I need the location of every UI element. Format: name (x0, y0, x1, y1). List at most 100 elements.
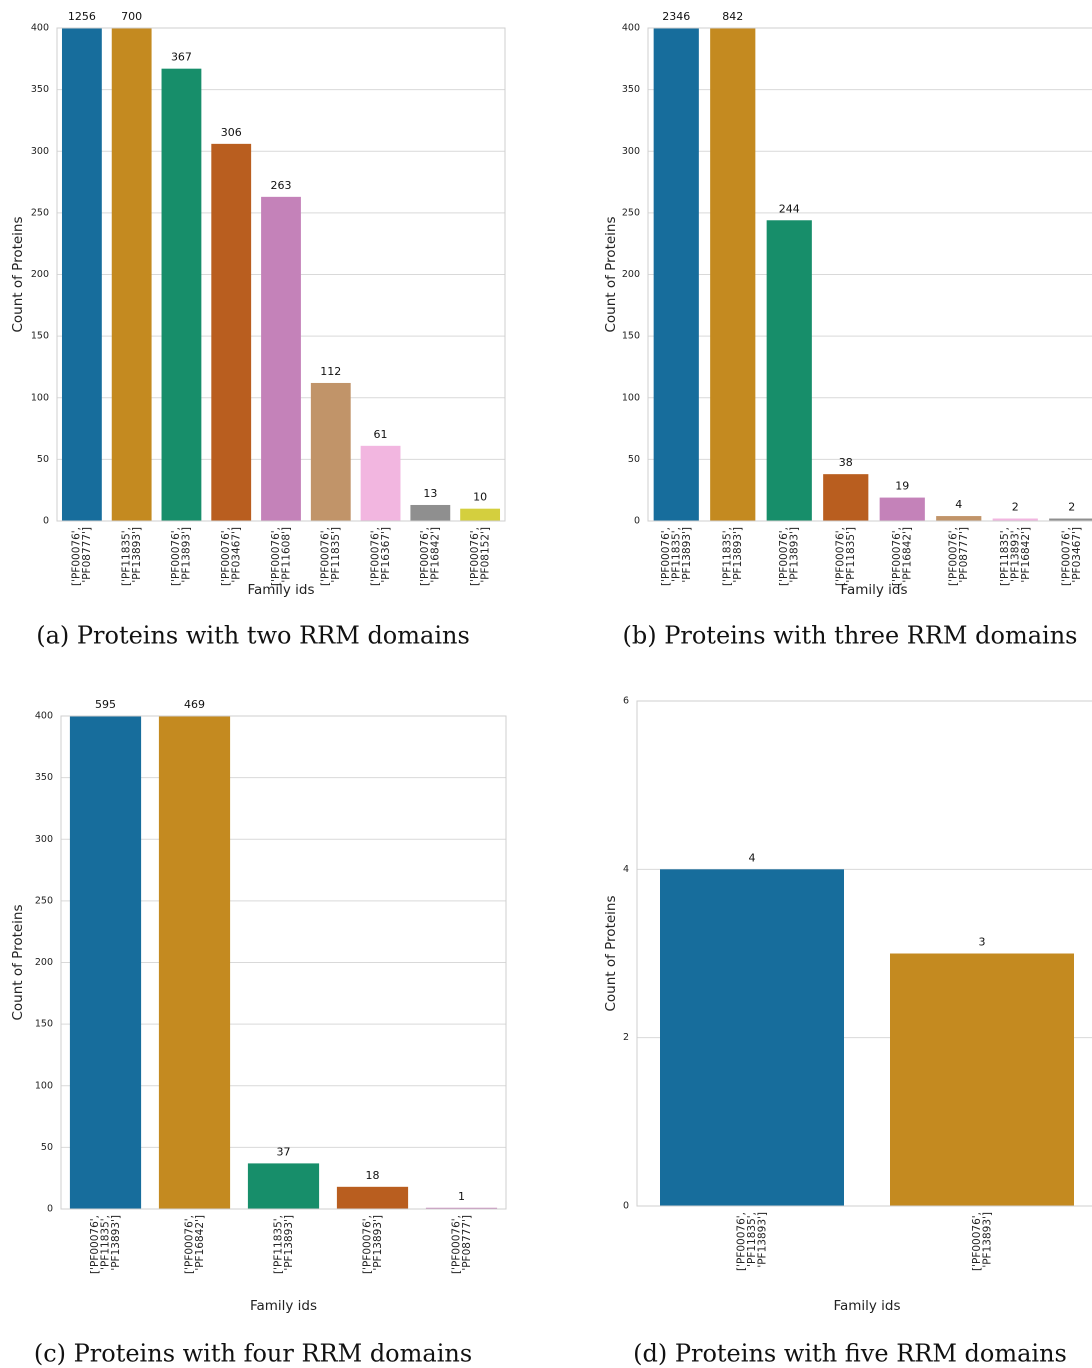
x-tick-label: ['PF00076', (361, 1215, 373, 1274)
x-tick-label-group: ['PF00076','PF16842'] (891, 527, 914, 586)
caption: (d) Proteins with five RRM domains (633, 1340, 1067, 1368)
plot-area (660, 869, 1074, 1206)
x-tick-label: ['PF00076', (89, 1215, 101, 1274)
value-label: 1256 (68, 10, 96, 23)
bar (61, 28, 102, 521)
x-tick-label: 'PF13893'] (981, 1212, 993, 1268)
value-label: 38 (839, 456, 853, 469)
bar (653, 28, 699, 521)
x-tick-label-group: ['PF00076','PF13893'] (971, 1212, 994, 1271)
x-tick-label: ['PF11835', (722, 527, 734, 586)
x-tick-label: 'PF11835'] (330, 527, 342, 583)
x-tick-label-group: ['PF00076','PF11835','PF13893'] (736, 1212, 769, 1271)
y-tick-label: 300 (31, 146, 49, 157)
x-tick-label-group: ['PF00076','PF08152'] (469, 527, 492, 586)
y-tick-label: 50 (41, 1142, 53, 1153)
value-label: 3 (979, 936, 986, 949)
y-tick-label: 250 (35, 895, 53, 906)
x-tick-label: 'PF13893'] (732, 527, 744, 583)
y-tick-label: 0 (47, 1204, 53, 1215)
x-tick-label: 'PF13893'] (131, 527, 143, 583)
x-tick-label: ['PF11835', (120, 527, 132, 586)
value-label: 37 (277, 1145, 291, 1158)
value-label: 61 (374, 428, 388, 441)
x-tick-label: 'PF08777'] (81, 527, 93, 583)
value-label: 2346 (662, 10, 690, 23)
x-tick-label-group: ['PF11835','PF13893'] (722, 527, 745, 586)
chart-panel: 0501001502002503003504002346['PF00076','… (603, 10, 1092, 650)
x-tick-label: ['PF00076', (1061, 527, 1073, 586)
bar (69, 716, 142, 1209)
plot-frame (56, 27, 506, 522)
value-label: 4 (955, 498, 962, 511)
y-tick-label: 0 (623, 1201, 629, 1212)
value-label: 244 (779, 202, 800, 215)
y-tick-label: 2 (623, 1032, 629, 1043)
y-tick-label: 200 (622, 269, 640, 280)
y-tick-label: 150 (31, 331, 49, 342)
x-tick-label: 'PF08777'] (958, 527, 970, 583)
x-tick-label-group: ['PF00076','PF08777'] (450, 1215, 473, 1274)
x-tick-label: ['PF00076', (220, 527, 232, 586)
bar (660, 869, 844, 1206)
bar (766, 220, 812, 521)
y-tick-label: 350 (35, 772, 53, 783)
value-label: 4 (749, 851, 756, 864)
value-label: 2 (1012, 501, 1019, 514)
value-label: 19 (895, 480, 909, 493)
x-tick-label-group: ['PF00076','PF03467'] (220, 527, 243, 586)
y-tick-label: 0 (634, 516, 640, 527)
value-label: 367 (171, 51, 192, 64)
y-tick-label: 0 (43, 516, 49, 527)
x-tick-label: ['PF00076', (971, 1212, 983, 1271)
plot-area (653, 28, 1092, 521)
bar (460, 508, 501, 521)
y-axis-label: Count of Proteins (10, 216, 26, 332)
x-tick-label: ['PF00076', (778, 527, 790, 586)
x-tick-label-group: ['PF00076','PF16842'] (419, 527, 442, 586)
y-tick-label: 400 (35, 711, 53, 722)
bar (247, 1163, 320, 1209)
bar (158, 716, 231, 1209)
x-tick-label-group: ['PF00076','PF11835','PF13893'] (89, 1215, 122, 1274)
bar (823, 474, 869, 521)
x-tick-label-group: ['PF00076','PF11835','PF13893'] (660, 527, 693, 586)
plot-frame (636, 700, 1092, 1207)
x-tick-label: 'PF13893'] (789, 527, 801, 583)
bar (336, 1186, 409, 1209)
x-tick-label: ['PF00076', (71, 527, 83, 586)
bar (710, 28, 756, 521)
y-tick-label: 250 (622, 207, 640, 218)
x-axis-label: Family ids (833, 1298, 900, 1314)
bar (261, 196, 301, 521)
x-tick-label: ['PF00076', (183, 1215, 195, 1274)
x-tick-label: 'PF16842'] (430, 527, 442, 583)
caption: (c) Proteins with four RRM domains (34, 1340, 472, 1368)
x-tick-label: 'PF08152'] (479, 527, 491, 583)
value-label: 10 (473, 491, 487, 504)
x-tick-label: ['PF00076', (419, 527, 431, 586)
plot-area (69, 716, 498, 1209)
x-tick-label: 'PF13893'] (681, 527, 693, 583)
x-tick-label: 'PF11835', (100, 1215, 112, 1270)
y-tick-label: 350 (622, 84, 640, 95)
y-tick-label: 100 (622, 392, 640, 403)
x-axis-label: Family ids (840, 582, 907, 598)
x-tick-label-group: ['PF00076','PF13893'] (170, 527, 193, 586)
x-tick-label: ['PF00076', (320, 527, 332, 586)
caption: (b) Proteins with three RRM domains (623, 622, 1078, 650)
x-tick-label: ['PF00076', (660, 527, 672, 586)
y-tick-label: 150 (35, 1019, 53, 1030)
y-tick-label: 350 (31, 84, 49, 95)
bar (992, 518, 1038, 521)
x-tick-label: ['PF00076', (170, 527, 182, 586)
x-tick-label: ['PF00076', (835, 527, 847, 586)
y-axis-label: Count of Proteins (603, 895, 619, 1011)
bar (111, 28, 152, 521)
y-tick-label: 400 (31, 23, 49, 34)
x-tick-label: ['PF00076', (270, 527, 282, 586)
y-tick-label: 50 (628, 454, 640, 465)
y-tick-label: 400 (622, 23, 640, 34)
value-label: 595 (95, 698, 116, 711)
x-tick-label: ['PF00076', (450, 1215, 462, 1274)
